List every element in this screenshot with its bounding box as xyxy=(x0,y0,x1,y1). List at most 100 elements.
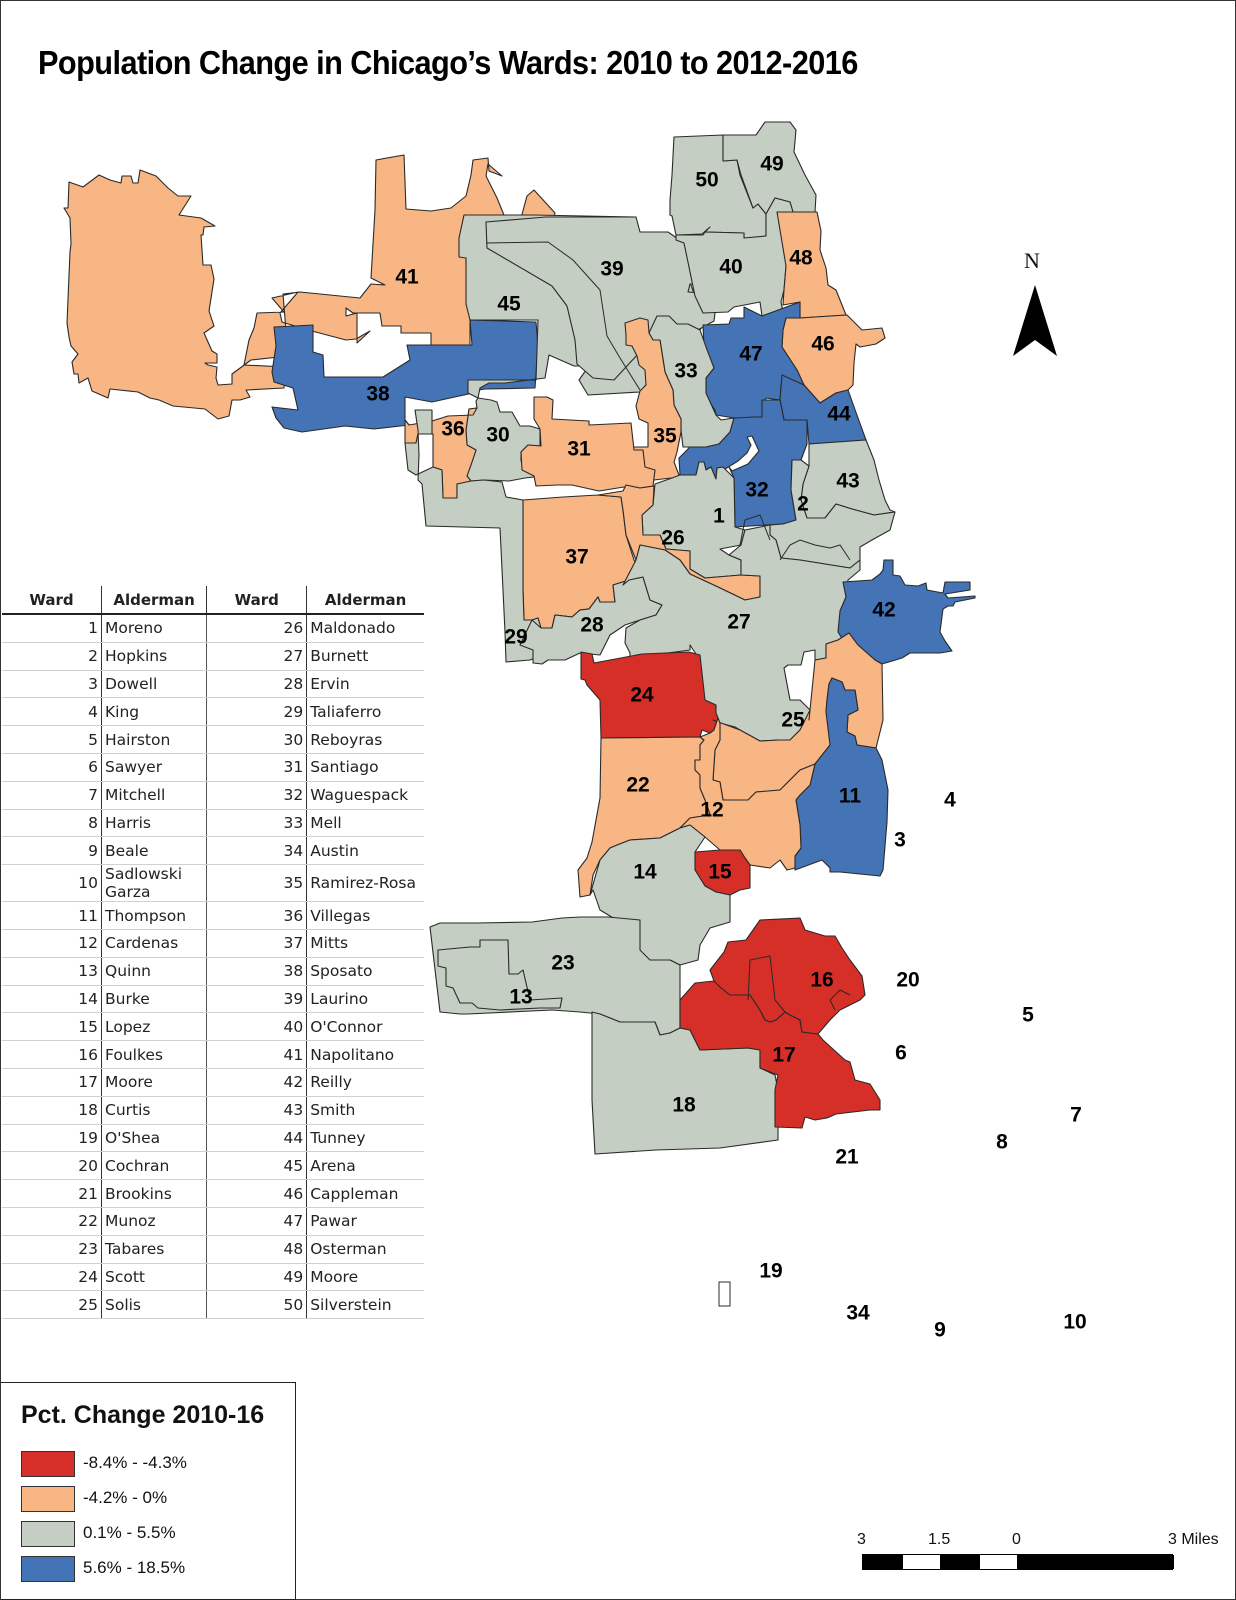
alderman-name: Laurino xyxy=(306,985,424,1014)
table-header-row: Ward Alderman Ward Alderman xyxy=(2,586,424,615)
legend-label: -8.4% - -4.3% xyxy=(83,1453,187,1472)
ward-13[interactable] xyxy=(437,939,563,1011)
table-row: 15 Lopez 40 O'Connor xyxy=(2,1012,424,1042)
ward-number: 27 xyxy=(206,642,308,671)
table-row: 5 Hairston 30 Reboyras xyxy=(2,725,424,754)
alderman-name: Taliaferro xyxy=(306,697,424,727)
alderman-name: Quinn xyxy=(101,957,208,986)
ward-number: 49 xyxy=(206,1263,308,1292)
ward-label-28: 28 xyxy=(580,614,604,637)
ward-number: 37 xyxy=(206,929,308,958)
ward-label-8: 8 xyxy=(996,1131,1008,1154)
ward-number: 48 xyxy=(206,1235,308,1264)
ward-number: 40 xyxy=(206,1012,308,1042)
table-row: 13 Quinn 38 Sposato xyxy=(2,957,424,986)
ward-48[interactable] xyxy=(776,211,847,319)
ward-label-12: 12 xyxy=(700,799,723,822)
table-row: 24 Scott 49 Moore xyxy=(2,1263,424,1292)
table-row: 14 Burke 39 Laurino xyxy=(2,985,424,1014)
table-row: 1 Moreno 26 Maldonado xyxy=(2,614,424,643)
alderman-name: Curtis xyxy=(101,1096,208,1125)
table-row: 7 Mitchell 32 Waguespack xyxy=(2,781,424,810)
ward-number: 28 xyxy=(206,670,308,699)
internal-boundaries xyxy=(485,241,851,1013)
alderman-name: Hairston xyxy=(101,725,208,754)
north-arrow-icon xyxy=(1013,285,1057,356)
ward-label-45: 45 xyxy=(497,293,521,316)
legend-swatch xyxy=(21,1556,75,1582)
ward-31[interactable] xyxy=(520,396,656,492)
legend-label: 0.1% - 5.5% xyxy=(83,1523,176,1542)
table-row: 8 Harris 33 Mell xyxy=(2,809,424,838)
ward-number: 39 xyxy=(206,985,308,1014)
ward-label-27: 27 xyxy=(727,611,750,634)
header-ward-2: Ward xyxy=(206,586,308,615)
alderman-name: Brookins xyxy=(101,1179,208,1208)
ward-label-44: 44 xyxy=(827,403,851,426)
ward-label-23: 23 xyxy=(551,952,574,975)
ward-label-47: 47 xyxy=(739,343,762,366)
alderman-name: Ramirez-Rosa xyxy=(306,864,424,903)
alderman-name: Santiago xyxy=(306,753,424,782)
ward-label-4: 4 xyxy=(944,789,956,812)
ward-label-17: 17 xyxy=(772,1044,795,1067)
table-row: 22 Munoz 47 Pawar xyxy=(2,1207,424,1236)
ward-number: 34 xyxy=(206,836,308,866)
alderman-name: Scott xyxy=(101,1263,208,1292)
alderman-name: Sposato xyxy=(306,957,424,986)
legend-label: -4.2% - 0% xyxy=(83,1488,168,1507)
ward-label-38: 38 xyxy=(366,383,390,406)
table-row: 9 Beale 34 Austin xyxy=(2,836,424,866)
ward-label-49: 49 xyxy=(760,153,783,176)
ward-label-16: 16 xyxy=(810,969,833,992)
ward-number: 9 xyxy=(2,836,102,866)
table-row: 16 Foulkes 41 Napolitano xyxy=(2,1040,424,1069)
ward-12[interactable] xyxy=(679,717,816,871)
table-row: 10 Sadlowski Garza 35 Ramirez-Rosa xyxy=(2,864,424,903)
ward-number: 25 xyxy=(2,1290,102,1320)
ward-16[interactable] xyxy=(709,917,866,1035)
alderman-name: Silverstein xyxy=(306,1290,424,1320)
legend-swatch xyxy=(21,1486,75,1512)
ward-number: 16 xyxy=(2,1040,102,1069)
ward-number: 1 xyxy=(2,614,102,643)
alderman-name: Ervin xyxy=(306,670,424,699)
ward-number: 47 xyxy=(206,1207,308,1236)
alderman-name: Villegas xyxy=(306,901,424,930)
alderman-table: Ward Alderman Ward Alderman 1 Moreno 26 Mal… xyxy=(2,586,424,1320)
alderman-name: Pawar xyxy=(306,1207,424,1236)
ward-38[interactable] xyxy=(271,319,539,433)
ward-number: 31 xyxy=(206,753,308,782)
table-body: 1 Moreno 26 Maldonado 2 Hopkins 27 Burnett 3 Dowe… xyxy=(2,614,424,1320)
ward-label-10: 10 xyxy=(1063,1311,1086,1334)
alderman-name: Maldonado xyxy=(306,614,424,643)
ward-number: 42 xyxy=(206,1068,308,1097)
ward-2[interactable] xyxy=(769,459,896,569)
alderman-name: Austin xyxy=(306,836,424,866)
legend-title: Pct. Change 2010-16 xyxy=(21,1401,265,1429)
alderman-name: O'Connor xyxy=(306,1012,424,1042)
ward-label-9: 9 xyxy=(934,1319,946,1342)
alderman-name: Tabares xyxy=(101,1235,208,1264)
ward-number: 41 xyxy=(206,1040,308,1069)
ward-number: 23 xyxy=(2,1235,102,1264)
alderman-name: Cardenas xyxy=(101,929,208,958)
ward-number: 12 xyxy=(2,929,102,958)
ward-number: 8 xyxy=(2,809,102,838)
ward-number: 14 xyxy=(2,985,102,1014)
table-row: 17 Moore 42 Reilly xyxy=(2,1068,424,1097)
ward-polygons: points="842,948 838,920 835,900 822,892 … xyxy=(63,121,976,1155)
ward-label-43: 43 xyxy=(836,470,859,493)
table-row: 25 Solis 50 Silverstein xyxy=(2,1290,424,1320)
ward-number: 2 xyxy=(2,642,102,671)
ward-label-19: 19 xyxy=(759,1260,782,1283)
ward-number: 36 xyxy=(206,901,308,930)
alderman-name: Reboyras xyxy=(306,725,424,754)
alderman-name: Napolitano xyxy=(306,1040,424,1069)
scale-seg xyxy=(903,1555,940,1569)
ward-label-32: 32 xyxy=(745,479,768,502)
ward-label-29: 29 xyxy=(504,626,527,649)
ward-label-11: 11 xyxy=(839,785,862,808)
scale-label-0: 0 xyxy=(1012,1531,1021,1548)
legend-label: 5.6% - 18.5% xyxy=(83,1558,186,1577)
